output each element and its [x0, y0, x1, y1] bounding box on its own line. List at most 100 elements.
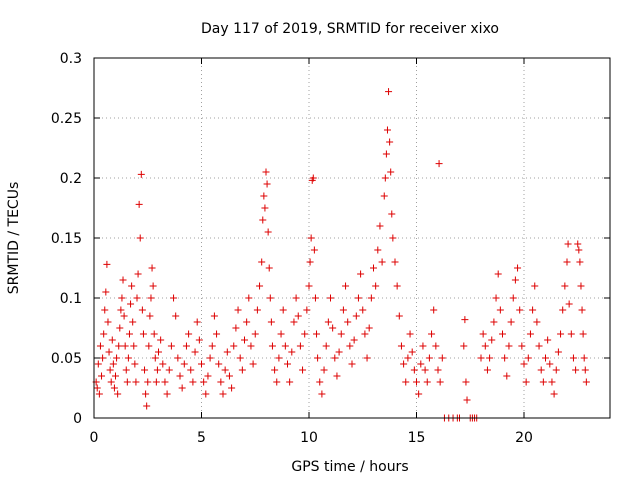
data-point — [277, 330, 285, 338]
data-point — [327, 294, 334, 302]
data-point — [507, 318, 515, 326]
data-point — [335, 348, 343, 356]
data-point — [230, 342, 238, 350]
data-point — [374, 246, 382, 254]
data-point — [581, 366, 589, 374]
data-point — [94, 360, 102, 368]
data-point — [436, 378, 444, 386]
data-point — [261, 204, 269, 212]
data-point — [348, 360, 356, 368]
data-point — [423, 378, 431, 386]
data-point — [147, 294, 155, 302]
data-point — [288, 348, 296, 356]
data-point — [141, 366, 149, 374]
data-point — [363, 354, 371, 362]
y-tick-label: 0.1 — [60, 291, 82, 307]
data-point — [152, 378, 160, 386]
x-tick-label: 20 — [515, 430, 533, 446]
data-point — [397, 342, 405, 350]
data-point — [322, 342, 330, 350]
data-point — [529, 306, 537, 314]
data-point — [421, 366, 429, 374]
data-point — [174, 354, 182, 362]
x-tick-label: 0 — [90, 430, 99, 446]
data-point — [361, 330, 369, 338]
data-point — [195, 336, 203, 344]
data-point — [552, 366, 560, 374]
data-point — [419, 342, 427, 350]
data-point — [337, 330, 345, 338]
data-point — [114, 390, 122, 398]
data-point — [574, 240, 582, 248]
data-point — [564, 240, 572, 248]
data-point — [263, 180, 271, 188]
data-point — [413, 378, 420, 386]
data-point — [131, 360, 139, 368]
data-point — [292, 294, 300, 302]
data-point — [296, 342, 304, 350]
data-point — [139, 330, 147, 338]
data-point — [108, 336, 116, 344]
data-point — [129, 318, 137, 326]
data-point — [352, 312, 360, 320]
data-point — [370, 264, 377, 272]
data-point — [434, 366, 442, 374]
data-point — [539, 378, 547, 386]
data-point — [217, 378, 225, 386]
data-point — [542, 354, 549, 362]
data-point — [567, 330, 575, 338]
data-point — [415, 390, 423, 398]
data-point — [187, 366, 195, 374]
data-point — [135, 200, 143, 208]
data-point — [178, 384, 186, 392]
data-point — [176, 372, 184, 380]
data-point — [198, 360, 205, 368]
data-point — [191, 348, 199, 356]
data-point — [563, 258, 571, 266]
data-point — [318, 390, 326, 398]
data-point — [253, 306, 261, 314]
data-point — [496, 306, 504, 314]
data-point — [518, 342, 526, 350]
data-point — [234, 306, 242, 314]
data-point — [193, 318, 201, 326]
data-point — [128, 282, 136, 290]
data-point — [266, 294, 274, 302]
data-point — [136, 234, 144, 242]
data-point — [146, 312, 154, 320]
data-point — [582, 378, 590, 386]
data-point — [531, 282, 539, 290]
data-point — [477, 354, 485, 362]
data-point — [155, 348, 162, 356]
y-tick-label: 0.05 — [51, 351, 82, 367]
data-point — [167, 342, 175, 350]
data-point — [189, 378, 197, 386]
data-point — [367, 294, 375, 302]
data-point — [182, 342, 190, 350]
data-point — [460, 342, 468, 350]
data-point — [339, 306, 347, 314]
data-point — [492, 294, 500, 302]
data-point — [159, 360, 167, 368]
chart-title: Day 117 of 2019, SRMTID for receiver xix… — [201, 21, 499, 37]
data-point — [219, 390, 227, 398]
data-point — [119, 276, 127, 284]
x-tick-label: 5 — [197, 430, 206, 446]
data-point — [357, 270, 365, 278]
data-point — [96, 342, 104, 350]
data-point — [561, 282, 569, 290]
data-point — [342, 282, 350, 290]
data-point — [138, 306, 146, 314]
data-point — [406, 330, 414, 338]
data-point — [554, 348, 562, 356]
data-point — [149, 282, 157, 290]
data-point — [537, 366, 545, 374]
data-point — [265, 264, 273, 272]
data-point — [286, 378, 294, 386]
data-point — [124, 354, 132, 362]
data-point — [118, 294, 126, 302]
data-point — [522, 378, 530, 386]
data-point — [579, 330, 587, 338]
data-point — [307, 234, 315, 242]
